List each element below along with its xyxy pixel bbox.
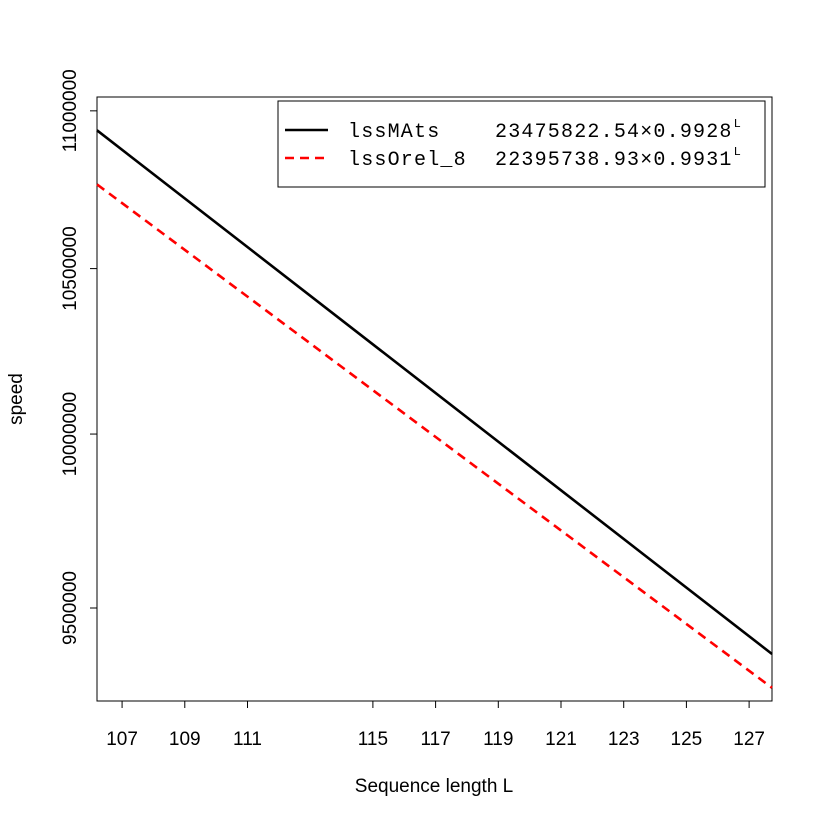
plot-frame [96, 96, 773, 702]
legend-label: lssOrel_8 [348, 149, 467, 172]
series-line [96, 183, 773, 689]
x-tick-label: 111 [233, 729, 262, 750]
legend-fit-exponent: L [734, 117, 741, 131]
legend-fit: 22395738.93×0.9931 [495, 149, 733, 172]
x-tick-label: 109 [169, 729, 201, 750]
x-tick-label: 119 [483, 729, 513, 750]
legend-box [277, 100, 766, 188]
x-tick-label: 117 [420, 729, 450, 750]
legend-label: lssMAts [348, 121, 440, 144]
series-line [96, 129, 773, 656]
y-tick-label: 10500000 [60, 226, 81, 311]
y-tick-label: 11000000 [60, 69, 81, 152]
x-tick-label: 123 [608, 729, 640, 750]
y-axis-label: speed [6, 373, 27, 425]
legend-fit-exponent: L [734, 145, 741, 159]
x-tick-label: 127 [733, 729, 765, 750]
x-axis-label: Sequence length L [355, 776, 513, 797]
x-tick-label: 125 [671, 729, 703, 750]
x-tick-label: 115 [358, 729, 388, 750]
x-tick-label: 121 [545, 729, 577, 750]
y-tick-label: 9500000 [60, 571, 81, 645]
x-tick-label: 107 [106, 729, 138, 750]
legend-fit: 23475822.54×0.9928 [495, 121, 733, 144]
y-tick-label: 10000000 [60, 392, 81, 477]
